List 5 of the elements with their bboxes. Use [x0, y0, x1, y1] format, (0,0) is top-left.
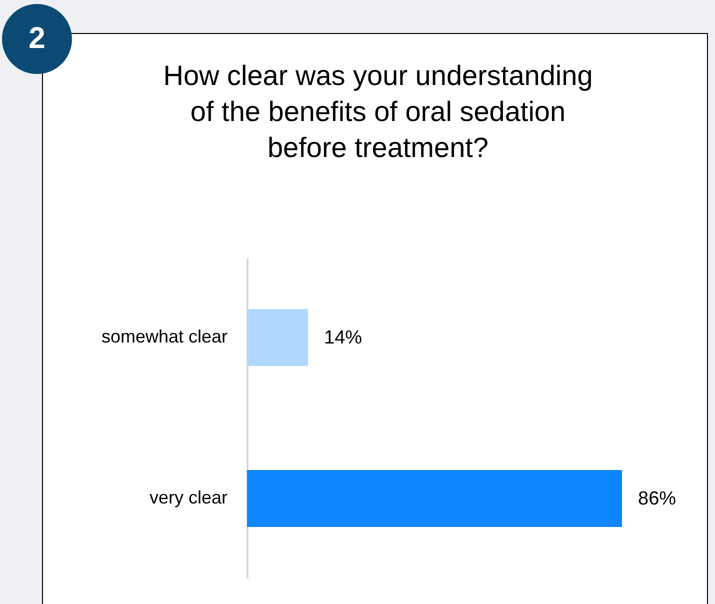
data-label: 86%: [638, 488, 676, 510]
chart-title: How clear was your understanding of the benefits of oral sedation before treatment?: [163, 59, 593, 165]
y-tick-label: somewhat clear: [101, 326, 228, 347]
y-tick-label: very clear: [149, 487, 228, 508]
data-label: 14%: [324, 328, 362, 349]
